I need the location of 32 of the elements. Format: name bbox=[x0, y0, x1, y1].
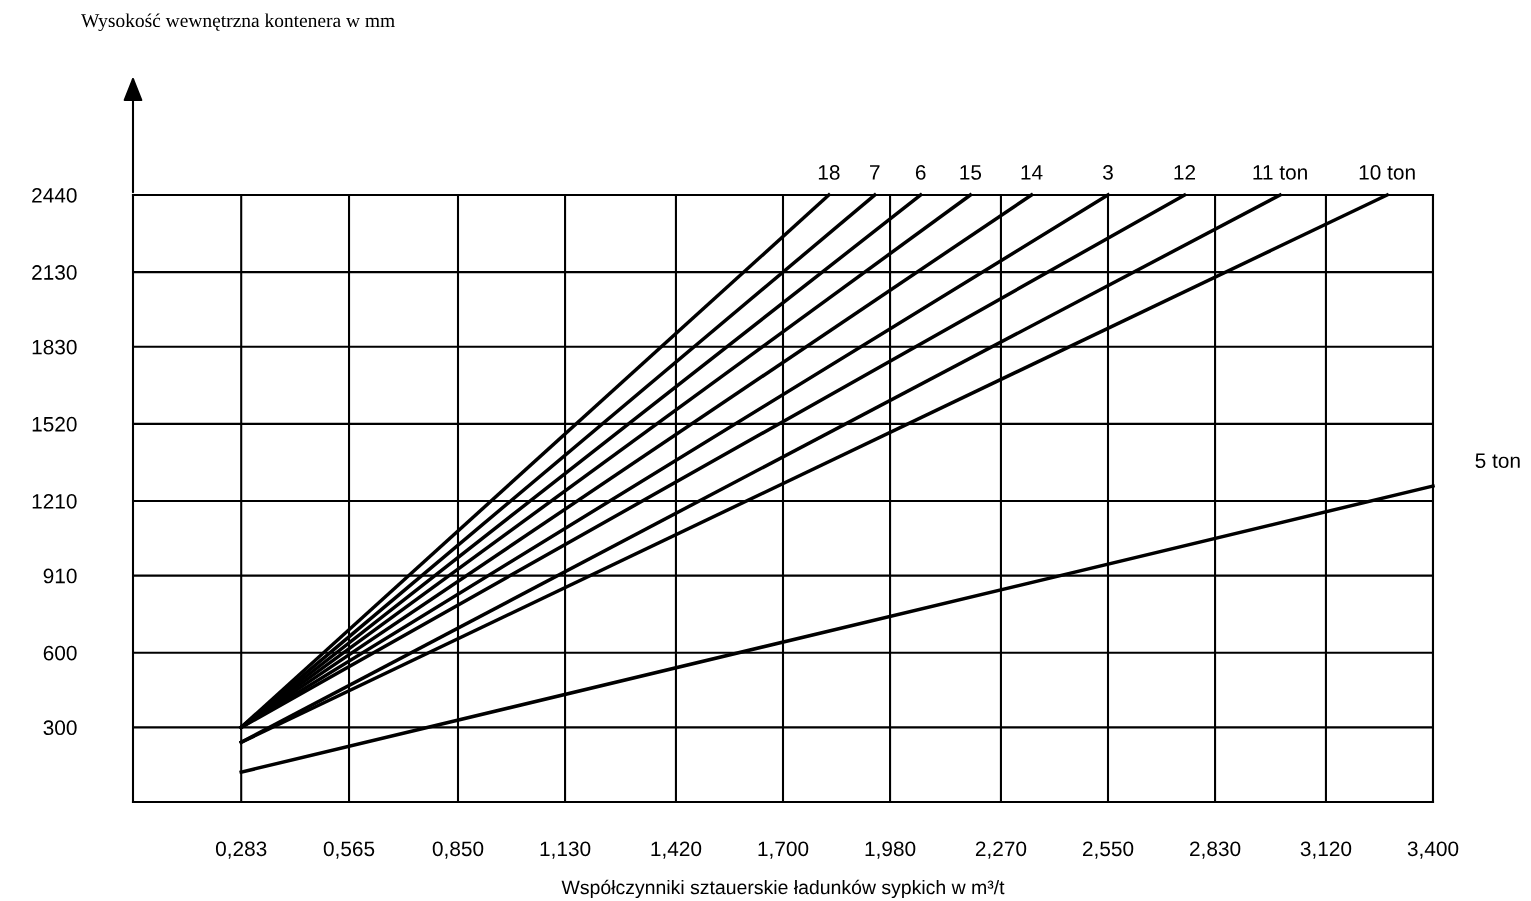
y-tick-label: 2130 bbox=[32, 265, 77, 280]
y-tick-label: 1520 bbox=[32, 416, 77, 432]
x-tick-label: 2,830 bbox=[1190, 841, 1241, 859]
series-label: 12 bbox=[1174, 165, 1196, 180]
x-tick-label: 0,850 bbox=[432, 841, 484, 859]
series-label: 3 bbox=[1103, 165, 1113, 180]
series-label: 14 bbox=[1021, 165, 1043, 180]
y-tick-label: 910 bbox=[43, 568, 77, 584]
series-label: 11 ton bbox=[1253, 165, 1307, 180]
y-tick-label: 1830 bbox=[32, 339, 77, 355]
x-tick-label: 1,700 bbox=[758, 841, 809, 859]
y-tick-label: 300 bbox=[43, 720, 77, 736]
x-tick-label: 3,400 bbox=[1407, 841, 1459, 859]
x-axis-title: Współczynniki sztauerskie ładunków sypkich w m³/t bbox=[561, 879, 1005, 899]
series-label: 18 bbox=[818, 165, 840, 180]
text: Wysokość wewnętrzna kontenera w mm bbox=[81, 13, 395, 32]
series-label: 10 ton bbox=[1359, 165, 1415, 180]
y-tick-label: 1210 bbox=[32, 493, 77, 509]
x-tick-label: 0,565 bbox=[323, 841, 375, 859]
x-tick-label: 1,130 bbox=[540, 841, 591, 859]
x-tick-label: 3,120 bbox=[1300, 841, 1352, 859]
y-tick-label: 600 bbox=[43, 645, 77, 661]
text: 5 ton bbox=[1475, 453, 1520, 469]
series-label: 15 bbox=[960, 165, 982, 180]
x-tick-label: 2,270 bbox=[975, 841, 1027, 859]
series-label: 7 bbox=[870, 165, 880, 180]
x-tick-label: 0,283 bbox=[215, 841, 267, 859]
x-tick-label: 2,550 bbox=[1082, 841, 1134, 859]
x-tick-label: 1,980 bbox=[865, 841, 916, 859]
series-label: 6 bbox=[915, 165, 926, 180]
x-tick-label: 1,420 bbox=[651, 841, 702, 859]
y-tick-label: 2440 bbox=[32, 188, 77, 203]
